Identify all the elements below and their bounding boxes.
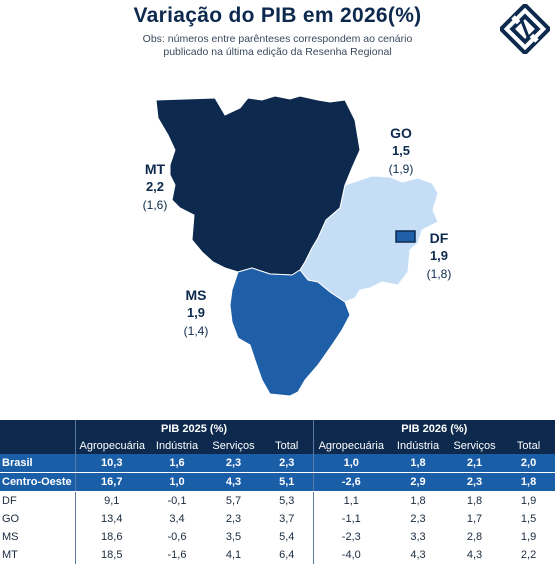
cell-v2026-1: 3,3 (389, 528, 448, 546)
label-df-value: 1,9 (429, 248, 449, 263)
cell-v2025-3: 5,3 (261, 491, 314, 510)
cell-v2026-1: 1,8 (389, 454, 448, 473)
header-pib-2026: PIB 2026 (%) (312, 420, 555, 438)
header-empty (0, 420, 75, 438)
cell-v2025-3: 5,1 (261, 472, 314, 492)
cell-v2026-2: 2,1 (447, 454, 503, 473)
col-2025-industria: Indústria (148, 438, 206, 454)
cell-v2025-1: 3,4 (148, 510, 206, 528)
col-2025-agropecuaria: Agropecuária (74, 438, 148, 454)
label-ms-previous: (1,4) (183, 324, 209, 338)
cell-v2025-0: 18,6 (74, 528, 148, 546)
cell-v2025-3: 3,7 (261, 510, 314, 528)
cell-v2026-0: -4,0 (312, 546, 390, 564)
cell-v2026-2: 1,7 (447, 510, 503, 528)
table-row: Brasil 10,3 1,6 2,3 2,3 1,0 1,8 2,1 2,0 (0, 454, 555, 473)
col-2026-agropecuaria: Agropecuária (312, 438, 390, 454)
cell-v2025-3: 2,3 (261, 454, 314, 473)
cell-v2025-0: 9,1 (74, 491, 148, 510)
cell-v2026-3: 2,0 (502, 454, 555, 473)
row-name: MS (0, 528, 75, 546)
label-mt-previous: (1,6) (142, 198, 168, 212)
label-go-name: GO (390, 125, 412, 141)
table-row: Centro-Oeste 16,7 1,0 4,3 5,1 -2,6 2,9 2,3 1,8 (0, 472, 555, 492)
cell-v2026-1: 2,9 (389, 472, 448, 492)
table-group-header: PIB 2025 (%) PIB 2026 (%) (0, 420, 555, 438)
label-mt-name: MT (144, 161, 166, 177)
bank-logo-icon (500, 4, 550, 54)
cell-v2026-1: 4,3 (389, 546, 448, 564)
cell-v2026-2: 2,3 (447, 472, 503, 492)
col-2026-industria: Indústria (389, 438, 448, 454)
cell-v2025-2: 4,3 (206, 472, 261, 492)
col-2026-servicos: Serviços (447, 438, 503, 454)
cell-v2025-3: 6,4 (261, 546, 314, 564)
cell-v2025-2: 4,1 (206, 546, 261, 564)
cell-v2026-1: 2,3 (389, 510, 448, 528)
cell-v2025-2: 2,3 (206, 510, 261, 528)
table-column-header: Agropecuária Indústria Serviços Total Ag… (0, 438, 555, 454)
cell-v2025-3: 5,4 (261, 528, 314, 546)
cell-v2026-2: 4,3 (447, 546, 503, 564)
label-mt-value: 2,2 (145, 179, 165, 194)
cell-v2025-2: 2,3 (206, 454, 261, 473)
cell-v2026-2: 1,8 (447, 491, 503, 510)
label-ms-name: MS (185, 287, 207, 303)
row-name: GO (0, 510, 75, 528)
page-title: Variação do PIB em 2026(%) (133, 4, 422, 27)
cell-v2025-2: 3,5 (206, 528, 261, 546)
cell-v2026-0: 1,0 (312, 454, 390, 473)
label-go-previous: (1,9) (388, 162, 414, 176)
col-2026-total: Total (502, 438, 555, 454)
table-row: DF 9,1 -0,1 5,7 5,3 1,1 1,8 1,8 1,9 (0, 491, 555, 510)
region-df-shape[interactable] (395, 230, 416, 243)
cell-v2026-0: -2,6 (312, 472, 390, 492)
label-df-previous: (1,8) (426, 267, 452, 281)
table-row: MT 18,5 -1,6 4,1 6,4 -4,0 4,3 4,3 2,2 (0, 546, 555, 564)
col-2025-servicos: Serviços (206, 438, 261, 454)
cell-v2026-3: 1,8 (502, 472, 555, 492)
label-df-name: DF (429, 230, 449, 246)
label-df: DF 1,9 (1,8) (409, 229, 469, 283)
cell-v2025-1: 1,0 (148, 472, 206, 492)
row-name: MT (0, 546, 75, 564)
row-name: Centro-Oeste (0, 472, 75, 492)
cell-v2025-0: 18,5 (74, 546, 148, 564)
cell-v2025-1: -0,6 (148, 528, 206, 546)
cell-v2025-1: 1,6 (148, 454, 206, 473)
table-row: MS 18,6 -0,6 3,5 5,4 -2,3 3,3 2,8 1,9 (0, 528, 555, 546)
subtitle-note: Obs: números entre parênteses correspond… (142, 33, 413, 58)
col-2025-total: Total (261, 438, 314, 454)
pib-table: PIB 2025 (%) PIB 2026 (%) Agropecuária I… (0, 420, 555, 564)
label-go: GO 1,5 (1,9) (371, 124, 431, 178)
header-empty-2 (0, 438, 75, 454)
centro-oeste-map (155, 95, 439, 397)
cell-v2026-3: 1,9 (502, 528, 555, 546)
row-name: Brasil (0, 454, 75, 473)
cell-v2026-2: 2,8 (447, 528, 503, 546)
region-go-shape[interactable] (299, 175, 439, 303)
cell-v2025-2: 5,7 (206, 491, 261, 510)
cell-v2026-3: 1,9 (502, 491, 555, 510)
header-pib-2025: PIB 2025 (%) (74, 420, 314, 438)
row-name: DF (0, 491, 75, 510)
cell-v2025-0: 16,7 (74, 472, 148, 492)
cell-v2025-1: -0,1 (148, 491, 206, 510)
label-mt: MT 2,2 (1,6) (125, 160, 185, 214)
label-ms-value: 1,9 (186, 305, 206, 320)
cell-v2026-3: 1,5 (502, 510, 555, 528)
label-ms: MS 1,9 (1,4) (166, 286, 226, 340)
region-ms-shape[interactable] (229, 267, 351, 397)
cell-v2026-3: 2,2 (502, 546, 555, 564)
cell-v2025-0: 13,4 (74, 510, 148, 528)
table-row: GO 13,4 3,4 2,3 3,7 -1,1 2,3 1,7 1,5 (0, 510, 555, 528)
cell-v2026-0: -1,1 (312, 510, 390, 528)
cell-v2025-0: 10,3 (74, 454, 148, 473)
cell-v2026-0: -2,3 (312, 528, 390, 546)
label-go-value: 1,5 (391, 143, 411, 158)
cell-v2025-1: -1,6 (148, 546, 206, 564)
cell-v2026-1: 1,8 (389, 491, 448, 510)
cell-v2026-0: 1,1 (312, 491, 390, 510)
